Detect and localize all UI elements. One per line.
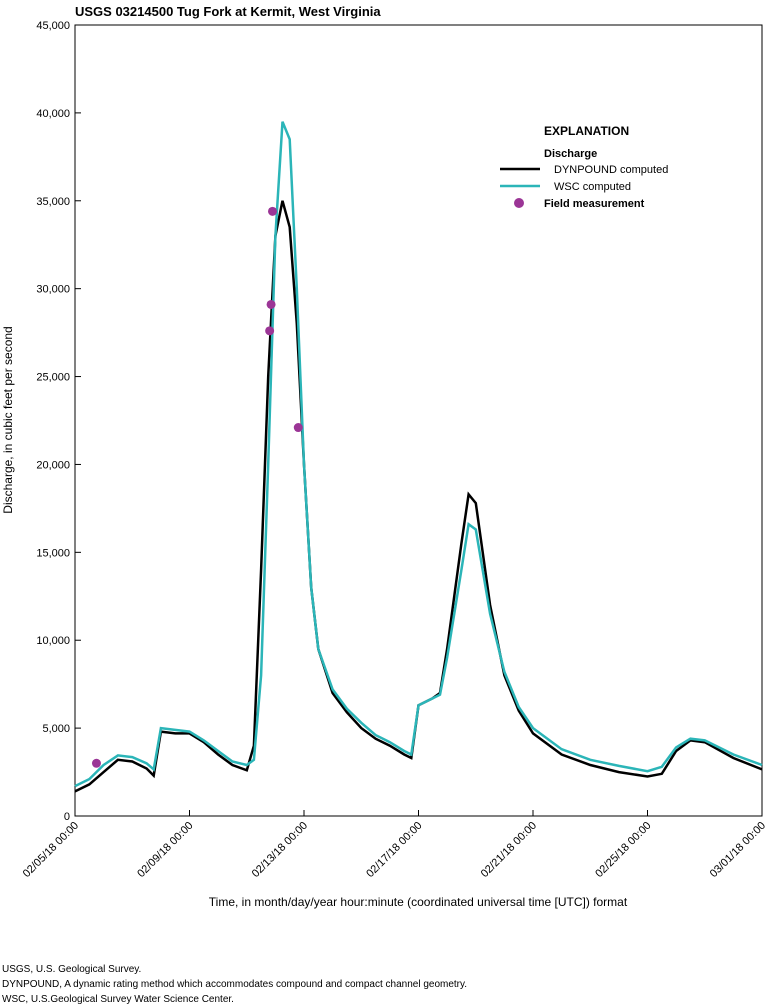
data-point	[266, 299, 276, 309]
note: DYNPOUND, A dynamic rating method which …	[2, 979, 467, 990]
legend-marker	[514, 198, 524, 208]
chart-title: USGS 03214500 Tug Fork at Kermit, West V…	[75, 4, 381, 19]
data-point	[91, 758, 101, 768]
data-line	[74, 200, 763, 793]
y-tick-label: 40,000	[36, 108, 70, 120]
legend-subtitle: Discharge	[544, 148, 597, 160]
data-point	[265, 326, 275, 336]
legend-label: WSC computed	[554, 181, 631, 193]
y-tick-label: 10,000	[36, 635, 70, 647]
x-tick-label: 03/01/18 00:00	[708, 820, 768, 880]
note: USGS, U.S. Geological Survey.	[2, 964, 141, 975]
legend-title: EXPLANATION	[544, 124, 629, 138]
plot-frame	[74, 24, 763, 817]
y-tick-label: 0	[64, 811, 70, 823]
x-tick-label: 02/05/18 00:00	[21, 820, 81, 880]
x-tick-label: 02/25/18 00:00	[593, 820, 653, 880]
x-axis-label: Time, in month/day/year hour:minute (coo…	[209, 895, 628, 909]
x-tick-label: 02/21/18 00:00	[479, 820, 539, 880]
data-line	[74, 121, 763, 788]
legend-label: DYNPOUND computed	[554, 164, 668, 176]
y-tick-label: 20,000	[36, 459, 70, 471]
data-point	[268, 206, 278, 216]
y-axis-label: Discharge, in cubic feet per second	[1, 326, 15, 513]
y-tick-label: 25,000	[36, 372, 70, 384]
y-tick-label: 45,000	[36, 20, 70, 32]
y-tick-label: 5,000	[42, 723, 70, 735]
note: WSC, U.S.Geological Survey Water Science…	[2, 994, 234, 1005]
y-tick-label: 30,000	[36, 284, 70, 296]
x-tick-label: 02/13/18 00:00	[250, 820, 310, 880]
y-tick-label: 35,000	[36, 196, 70, 208]
y-tick-label: 15,000	[36, 547, 70, 559]
data-point	[293, 423, 303, 433]
legend-label: Field measurement	[544, 198, 645, 210]
x-tick-label: 02/17/18 00:00	[364, 820, 424, 880]
x-tick-label: 02/09/18 00:00	[135, 820, 195, 880]
